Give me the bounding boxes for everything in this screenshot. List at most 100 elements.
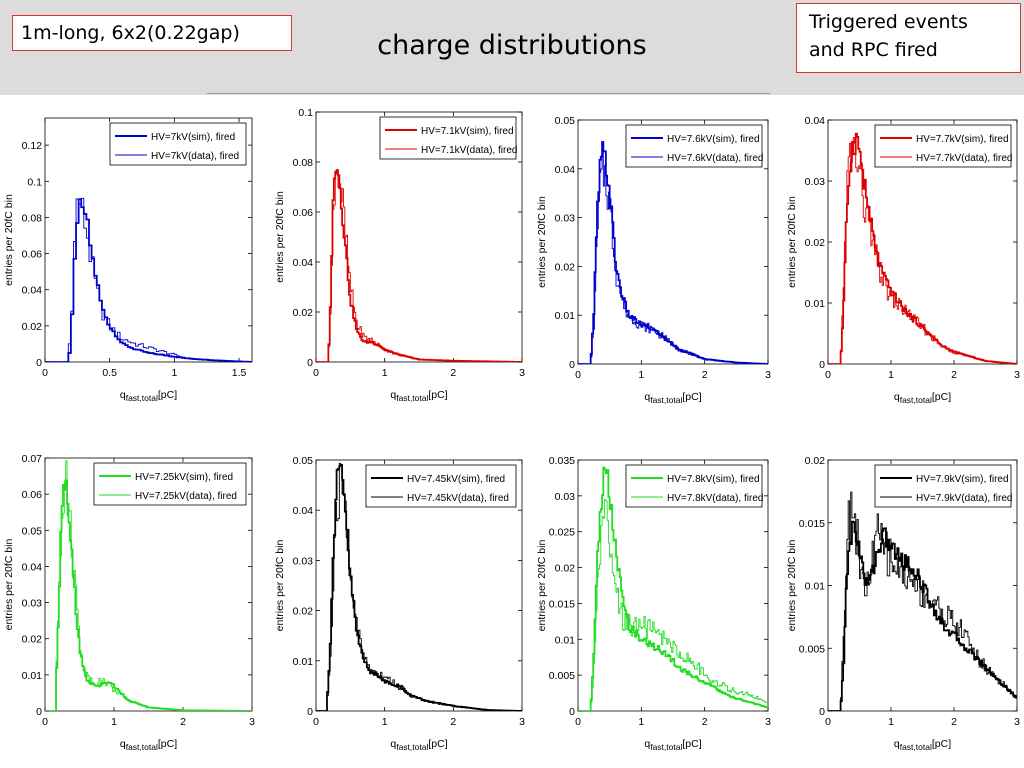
y-tick-label: 0 xyxy=(819,359,825,371)
x-tick-label: 0 xyxy=(42,716,48,728)
y-tick-label: 0.01 xyxy=(555,310,576,322)
y-axis-label: entries per 20fC bin xyxy=(3,539,15,631)
x-tick-label: 3 xyxy=(249,716,255,728)
chart-panel: 0 1 2 3 0 0.01 0.02 0.03 0.04 qfast,total[pC] entr… xyxy=(786,115,1020,405)
y-tick-label: 0.015 xyxy=(549,598,575,610)
y-tick-label: 0.01 xyxy=(293,656,314,668)
y-tick-label: 0.04 xyxy=(805,115,826,127)
x-tick-label: 1 xyxy=(638,716,644,728)
x-tick-label: 1.5 xyxy=(232,367,247,379)
y-tick-label: 0 xyxy=(819,706,825,718)
x-tick-label: 2 xyxy=(702,369,708,381)
y-tick-label: 0.03 xyxy=(22,598,43,610)
x-tick-label: 0 xyxy=(825,716,831,728)
legend-entry: HV=7.25kV(data), fired xyxy=(135,491,237,502)
x-tick-label: 0 xyxy=(313,367,319,379)
y-tick-label: 0.03 xyxy=(293,555,314,567)
data-series-line xyxy=(578,499,768,711)
legend-box xyxy=(379,116,517,160)
y-tick-label: 0 xyxy=(307,357,313,369)
y-tick-label: 0 xyxy=(36,706,42,718)
y-tick-label: 0.08 xyxy=(293,157,314,169)
x-axis-label: qfast,total[pC] xyxy=(120,738,177,752)
x-axis-label: qfast,total[pC] xyxy=(644,391,701,405)
y-tick-label: 0.03 xyxy=(555,491,576,503)
x-tick-label: 2 xyxy=(702,716,708,728)
trigger-condition-line-2: and RPC fired xyxy=(809,39,938,61)
x-tick-label: 3 xyxy=(519,716,525,728)
y-tick-label: 0.06 xyxy=(22,249,43,261)
x-axis-label: qfast,total[pC] xyxy=(390,389,447,403)
data-series-line xyxy=(316,462,522,711)
legend-entry: HV=7.6kV(sim), fired xyxy=(667,134,760,145)
y-tick-label: 0 xyxy=(569,706,575,718)
y-tick-label: 0.05 xyxy=(22,525,43,537)
y-tick-label: 0.02 xyxy=(22,634,43,646)
y-tick-label: 0.01 xyxy=(805,298,826,310)
legend-box xyxy=(625,464,763,508)
legend-entry: HV=7.7kV(data), fired xyxy=(916,153,1012,164)
x-tick-label: 2 xyxy=(951,716,957,728)
y-axis-label: entries per 20fC bin xyxy=(536,540,548,632)
legend-entry: HV=7.6kV(data), fired xyxy=(667,153,763,164)
x-tick-label: 1 xyxy=(382,367,388,379)
legend-entry: HV=7.1kV(sim), fired xyxy=(421,126,514,137)
y-tick-label: 0.02 xyxy=(555,261,576,273)
legend-box xyxy=(93,462,247,506)
legend-entry: HV=7.45kV(sim), fired xyxy=(407,474,505,485)
title-divider xyxy=(207,93,770,94)
chart-panel: 0 1 2 3 0 0.01 0.02 0.03 0.04 0.05 qfast,total[pC]… xyxy=(274,455,525,752)
data-series-line xyxy=(45,460,252,711)
y-tick-label: 0.005 xyxy=(799,643,825,655)
y-tick-label: 0.12 xyxy=(22,140,43,152)
x-tick-label: 3 xyxy=(1014,716,1020,728)
x-tick-label: 1 xyxy=(888,716,894,728)
y-axis-label: entries per 20fC bin xyxy=(786,540,798,632)
x-tick-label: 2 xyxy=(951,369,957,381)
data-series-line xyxy=(578,146,768,364)
data-series-line xyxy=(45,197,252,362)
y-axis-label: entries per 20fC bin xyxy=(786,196,798,288)
y-tick-label: 0.05 xyxy=(293,455,314,467)
legend-entry: HV=7.9kV(sim), fired xyxy=(916,474,1009,485)
legend-box xyxy=(874,124,1012,168)
x-tick-label: 2 xyxy=(180,716,186,728)
y-tick-label: 0.01 xyxy=(805,581,826,593)
page-title: charge distributions xyxy=(377,30,647,61)
y-tick-label: 0.04 xyxy=(22,285,43,297)
legend-box xyxy=(874,464,1012,508)
x-axis-label: qfast,total[pC] xyxy=(644,738,701,752)
x-tick-label: 2 xyxy=(450,716,456,728)
legend-entry: HV=7.8kV(data), fired xyxy=(667,493,763,504)
y-tick-label: 0.04 xyxy=(555,164,576,176)
x-tick-label: 1 xyxy=(111,716,117,728)
y-tick-label: 0.08 xyxy=(22,212,43,224)
y-axis-label: entries per 20fC bin xyxy=(3,194,15,286)
y-tick-label: 0.02 xyxy=(805,455,826,467)
x-tick-label: 3 xyxy=(765,369,771,381)
legend-box xyxy=(625,124,763,168)
x-tick-label: 0 xyxy=(825,369,831,381)
x-tick-label: 3 xyxy=(1014,369,1020,381)
y-axis-label: entries per 20fC bin xyxy=(274,191,286,283)
chart-panel: 0 1 2 3 0 0.02 0.04 0.06 0.08 0.1 qfast,total[pC] e… xyxy=(274,107,525,403)
legend-entry: HV=7.1kV(data), fired xyxy=(421,145,517,156)
y-tick-label: 0.01 xyxy=(22,670,43,682)
legend-entry: HV=7.8kV(sim), fired xyxy=(667,474,760,485)
x-tick-label: 0.5 xyxy=(102,367,117,379)
y-tick-label: 0.06 xyxy=(22,489,43,501)
chart-panel: 0 1 2 3 0 0.005 0.01 0.015 0.02 qfast,total[pC] en… xyxy=(786,455,1020,752)
x-axis-label: qfast,total[pC] xyxy=(894,391,951,405)
y-axis-label: entries per 20fC bin xyxy=(536,196,548,288)
y-tick-label: 0.04 xyxy=(293,257,314,269)
y-tick-label: 0.05 xyxy=(555,115,576,127)
y-axis-label: entries per 20fC bin xyxy=(274,540,286,632)
chart-panel: 0 0.5 1 1.5 0 0.02 0.04 0.06 0.08 0.1 0.12 qfast,to… xyxy=(3,117,253,403)
y-tick-label: 0.1 xyxy=(27,176,42,188)
y-tick-label: 0.02 xyxy=(22,321,43,333)
y-tick-label: 0.07 xyxy=(22,453,43,465)
y-tick-label: 0.01 xyxy=(555,634,576,646)
x-axis-label: qfast,total[pC] xyxy=(390,738,447,752)
y-tick-label: 0.04 xyxy=(22,561,43,573)
y-tick-label: 0.02 xyxy=(805,237,826,249)
